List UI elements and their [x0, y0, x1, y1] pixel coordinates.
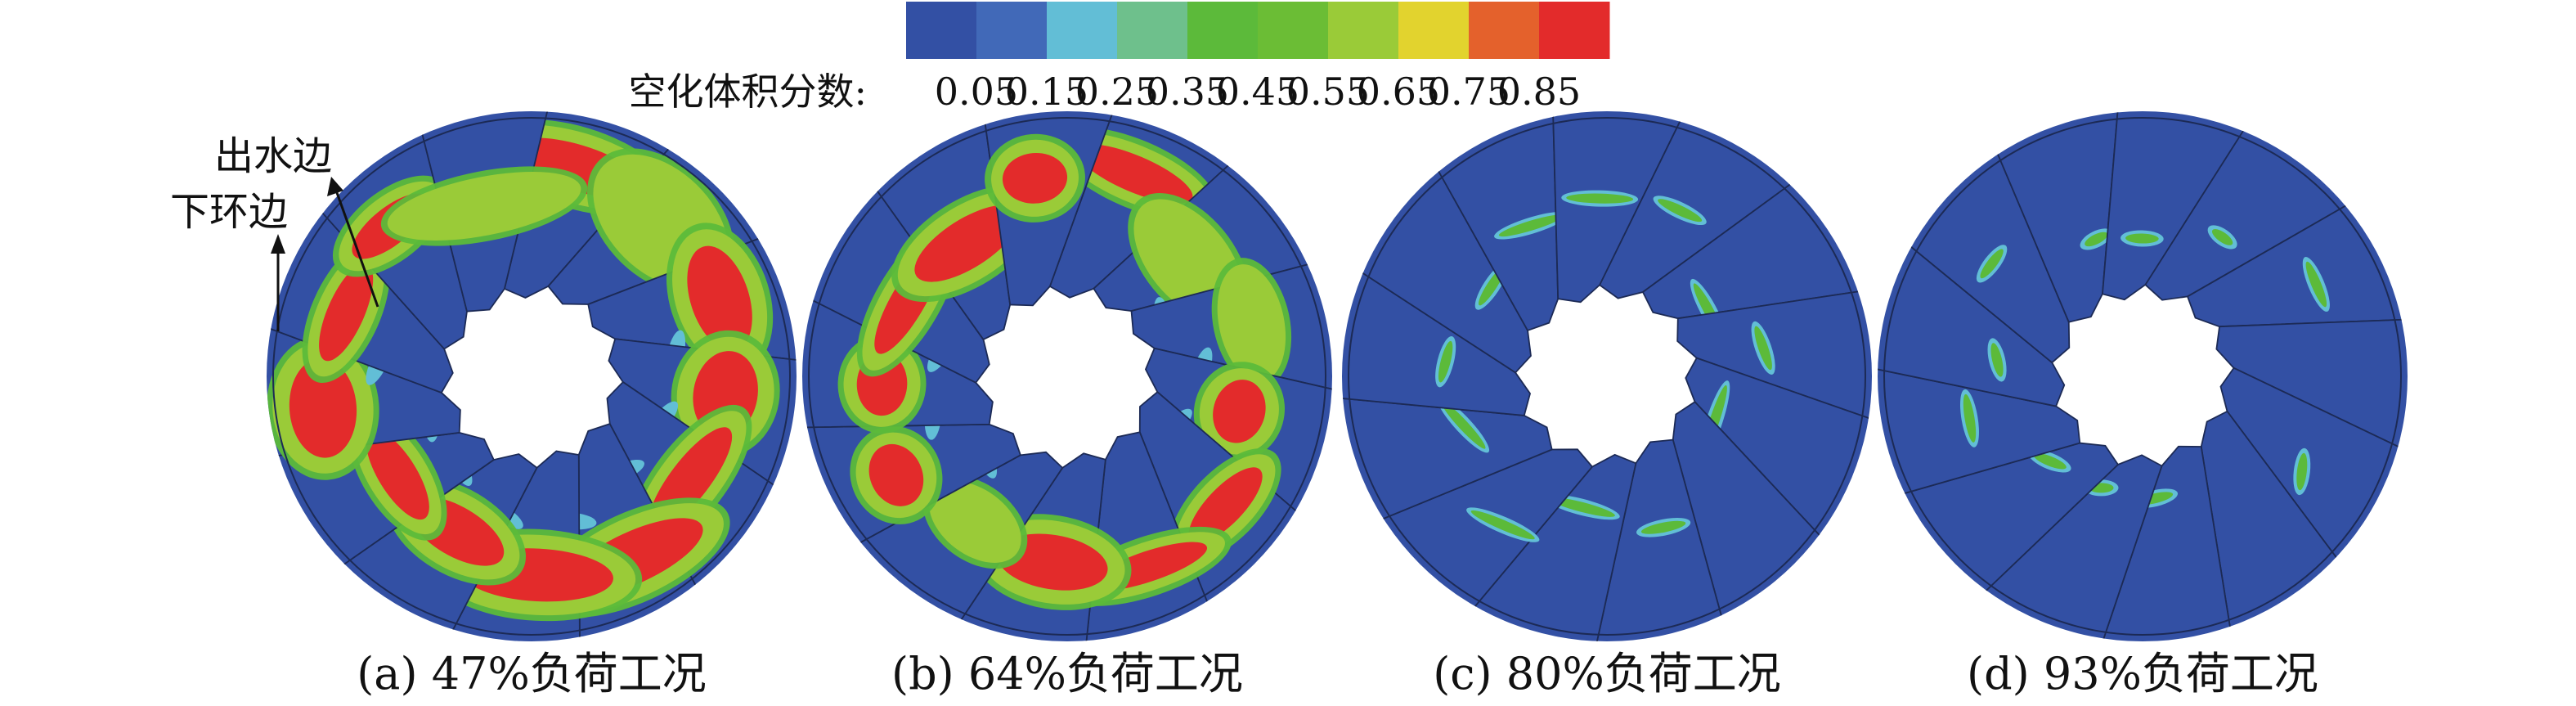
runner-outline	[1883, 117, 2402, 636]
runner-panel	[267, 111, 797, 641]
colorbar-tick-label: 0.55	[1286, 70, 1370, 114]
colorbar-swatch	[1117, 2, 1188, 59]
cavitation-zone-core	[1213, 380, 1266, 443]
colorbar-tick-label: 0.85	[1497, 70, 1581, 114]
cavitation-zone-core	[868, 443, 924, 506]
colorbar-swatch	[1258, 2, 1329, 59]
colorbar-swatch	[1469, 2, 1540, 59]
outlet-edge-arrow	[327, 177, 379, 308]
cavitation-streak	[1990, 343, 2004, 377]
colorbar-tick-label: 0.65	[1357, 70, 1440, 114]
panel-captions: (a) 47%负荷工况 (b) 64%负荷工况 (c) 80%负荷工况 (d) 93%…	[357, 648, 2318, 699]
cavitation-streak	[1566, 193, 1634, 204]
colorbar-ticks: 0.050.150.250.350.450.550.650.750.85	[935, 70, 1581, 114]
colorbar-swatch	[1328, 2, 1399, 59]
runner-outline	[1348, 117, 1866, 636]
runner-outline	[272, 117, 791, 636]
lower-ring-edge-label: 下环边	[170, 189, 288, 235]
cavitation-streak	[1438, 340, 1453, 383]
cavitation-streak	[2125, 233, 2159, 244]
colorbar-swatch	[906, 2, 977, 59]
cavitation-zone-mid	[387, 172, 581, 241]
cavitation-streak	[1754, 326, 1772, 371]
panel-caption: (b) 64%负荷工况	[891, 648, 1243, 699]
outlet-edge-label: 出水边	[214, 133, 332, 179]
panel-caption: (c) 80%负荷工况	[1433, 648, 1781, 699]
runner-panels	[267, 111, 2408, 641]
cavitation-streak	[1640, 520, 1686, 534]
colorbar-tick-label: 0.75	[1427, 70, 1510, 114]
cavitation-streak	[1498, 214, 1564, 237]
edge-annotations: 出水边 下环边	[170, 133, 379, 331]
cavitation-zone-core	[366, 429, 429, 520]
colorbar-swatch	[1539, 2, 1610, 59]
cavitation-streak	[2296, 452, 2308, 491]
cavitation-streak	[1980, 249, 2004, 279]
cavitation-streak	[2211, 229, 2233, 245]
runner-panel	[1342, 111, 1872, 641]
colorbar-tick-label: 0.25	[1075, 70, 1159, 114]
cavitation-streak	[1963, 393, 1977, 443]
cavitation-zone-core	[289, 357, 357, 458]
colorbar-tick-label: 0.15	[1005, 70, 1088, 114]
colorbar	[906, 2, 1610, 59]
cavitation-zone-core	[914, 205, 1021, 282]
colorbar-tick-label: 0.05	[935, 70, 1018, 114]
cavitation-zone-core	[687, 245, 752, 351]
cavitation-streak	[1658, 199, 1703, 223]
cavitation-zone-core	[1076, 144, 1193, 204]
cavitation-streak	[1441, 401, 1486, 449]
runner-panel	[1878, 111, 2408, 641]
cavitation-zone-core	[319, 263, 374, 362]
colorbar-swatch	[1187, 2, 1259, 59]
colorbar-tick-label: 0.35	[1146, 70, 1229, 114]
panel-caption: (d) 93%负荷工况	[1967, 648, 2318, 699]
cavitation-streak	[2085, 232, 2108, 247]
panel-caption: (a) 47%负荷工况	[357, 648, 707, 699]
runner-panel	[802, 111, 1332, 641]
cavitation-zone-core	[1002, 152, 1068, 204]
cavitation-streak	[2033, 452, 2067, 470]
cavitation-streak	[1549, 497, 1615, 517]
cavitation-zone-mid	[1217, 264, 1286, 382]
cavitation-streak	[2305, 261, 2327, 308]
colorbar-swatch	[1047, 2, 1118, 59]
cavitation-streak	[1470, 510, 1535, 540]
cavitation-zone-core	[1188, 467, 1263, 544]
colorbar-swatch	[1398, 2, 1470, 59]
runner-outline	[808, 117, 1326, 636]
colorbar-tick-label: 0.45	[1216, 70, 1299, 114]
cavitation-zone-mid	[929, 481, 1021, 563]
lower-ring-edge-arrow	[271, 234, 285, 331]
colorbar-swatch	[976, 2, 1048, 59]
colorbar-label: 空化体积分数:	[629, 70, 868, 114]
